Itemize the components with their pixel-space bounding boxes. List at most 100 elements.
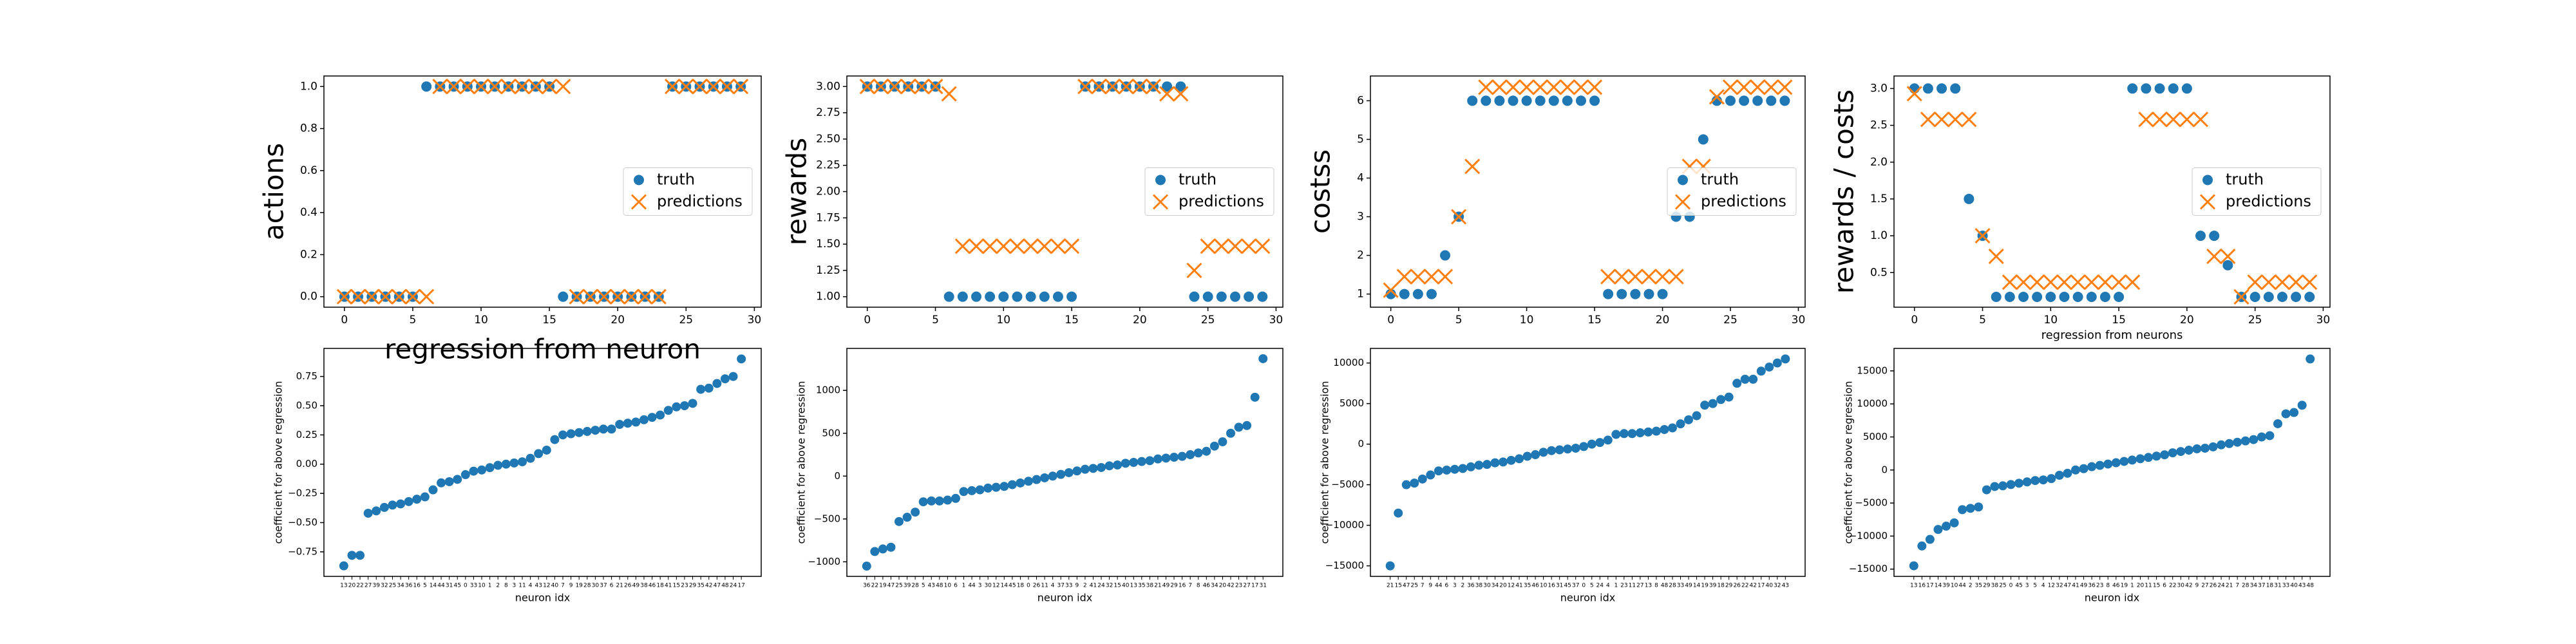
point [2054,471,2064,480]
point [679,401,689,410]
point [1684,415,1694,424]
x-tick-label: 8 [2106,583,2110,589]
x-tick-label: 30 [984,583,992,589]
point [2192,444,2202,453]
marker-stroke [1750,79,1766,95]
y-tick-label: 0 [1358,438,1364,450]
marker-stroke [886,79,903,95]
x-tick-label: 32 [1106,583,1113,589]
point [2097,274,2113,290]
point [2154,83,2165,94]
x-tick-label: 48 [936,583,943,589]
x-tick-label: 0 [341,314,348,327]
point [650,289,667,305]
point [2152,111,2168,128]
legend-marker [2202,175,2213,185]
point [1700,401,1710,410]
point [2138,111,2154,128]
marker-stroke [1009,238,1025,254]
y-tick-label: 2.00 [816,185,840,198]
x-tick-label: 12 [2048,583,2055,589]
x-tick-label: 20 [348,583,356,589]
point [1218,437,1227,447]
point [1657,289,1668,299]
point [1186,450,1195,460]
point [421,81,432,92]
x-tick-label: 18 [1717,583,1725,589]
point [737,354,746,364]
marker-stroke [1988,249,2004,265]
x-tick-label: 25 [1411,583,1418,589]
point [339,561,348,571]
point [704,383,714,393]
point [943,495,952,505]
marker-stroke [1255,238,1271,254]
point [1104,461,1114,471]
point [999,482,1009,491]
x-tick-label: 20 [611,314,625,327]
point [460,470,470,480]
marker-stroke [692,79,708,95]
x-tick-label: 27 [365,583,372,589]
y-tick-label: 2.25 [816,159,840,172]
x-axis-label: regression from neuron [384,334,701,365]
point [1522,451,1532,461]
x-tick-label: 47 [1403,583,1410,589]
marker-stroke [1227,238,1244,254]
point [444,477,454,486]
marker-stroke [1200,238,1216,254]
point [420,492,430,502]
point [2086,291,2097,302]
point [1244,291,1255,302]
point [2181,83,2192,94]
point [1481,95,1492,106]
point [1519,79,1535,95]
x-tick-label: 33 [2282,583,2289,589]
point [959,487,969,497]
y-tick-label: 5 [1357,133,1364,146]
point [558,430,567,440]
point [1023,477,1033,486]
x-tick-label: 10 [1951,583,1958,589]
x-tick-label: 24 [730,583,737,589]
y-tick-label: 0.75 [296,370,317,382]
point [1531,450,1540,460]
point [1654,269,1671,285]
x-tick-label: 5 [932,314,939,327]
marker-stroke [1674,194,1691,210]
point [1521,95,1532,106]
x-tick-label: 15 [1113,583,1121,589]
point [2273,419,2282,428]
point [459,79,475,95]
point [672,402,681,412]
x-tick-label: 20 [1499,583,1507,589]
x-tick-label: 33 [470,583,477,589]
point [1202,446,1211,456]
x-tick-label: 5 [1590,583,1594,589]
marker-stroke [500,79,516,95]
point [2291,291,2302,302]
point [1627,429,1637,439]
y-tick-label: 1.75 [816,211,840,224]
marker-stroke [1519,79,1535,95]
x-tick-label: 14 [1001,583,1009,589]
point [2209,231,2220,242]
point [862,562,871,571]
y-tick-label: 0 [834,470,840,482]
point [1399,289,1410,299]
x-tick-label: 0 [1582,583,1586,589]
x-tick-label: 48 [1661,583,1669,589]
y-tick-label: −0.75 [288,545,317,557]
point [1643,427,1653,437]
x-tick-label: 45 [2015,583,2022,589]
point [2263,291,2274,302]
point [2045,291,2056,302]
x-tick-label: 28 [583,583,591,589]
point [692,79,708,95]
point [1064,238,1080,254]
marker-stroke [419,289,435,305]
point [941,86,957,102]
x-tick-label: 22 [356,583,363,589]
point [1050,238,1066,254]
x-tick-label: 40 [2290,583,2298,589]
